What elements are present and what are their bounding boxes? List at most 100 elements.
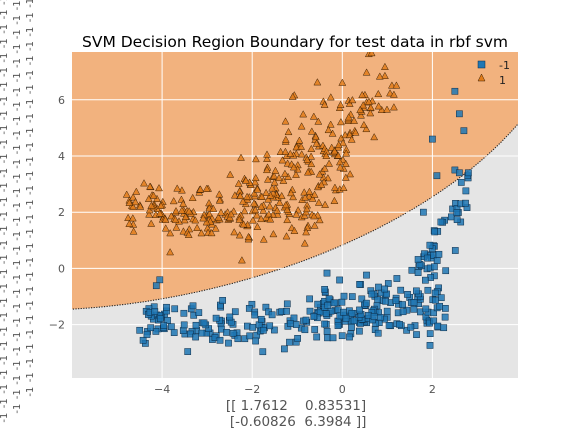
point-class-1: [292, 210, 301, 218]
point-class-1: [301, 193, 310, 201]
point-class-neg1: [338, 332, 346, 340]
edge-repeated-label: -1: [25, 315, 36, 325]
point-class-1: [307, 159, 316, 168]
edge-repeated-label: -1: [12, 58, 23, 68]
edge-repeated-label: -1: [12, 144, 23, 154]
point-class-1: [302, 228, 311, 236]
point-class-1: [307, 144, 316, 152]
point-class-1: [288, 92, 297, 100]
edge-repeated-label: -1: [25, 387, 36, 397]
edge-repeated-label: -1: [0, 125, 10, 135]
edge-repeated-label: -1: [25, 156, 36, 166]
y-tick-label: 0: [58, 262, 65, 275]
point-class-1: [235, 215, 244, 223]
edge-repeated-label: -1: [25, 343, 36, 353]
edge-repeated-label: -1: [12, 231, 23, 241]
point-class-neg1: [271, 326, 278, 334]
edge-repeated-label: -1: [12, 360, 23, 370]
point-class-neg1: [160, 322, 168, 329]
point-class-1: [392, 81, 401, 89]
point-class-1: [179, 199, 188, 207]
edge-repeated-label: -1: [12, 216, 23, 226]
x-axis-label-line-2: [-0.60826 6.3984 ]]: [226, 414, 367, 430]
point-class-1: [209, 204, 218, 212]
legend-marker-neg1: [477, 60, 486, 69]
point-class-neg1: [324, 301, 332, 309]
chart-title: SVM Decision Region Boundary for test da…: [82, 33, 508, 51]
point-class-1: [309, 112, 318, 120]
point-class-neg1: [139, 336, 147, 344]
point-class-1: [217, 208, 225, 216]
edge-repeated-label: -1: [0, 182, 10, 192]
edge-repeated-label: -1: [0, 67, 10, 77]
point-class-1: [314, 198, 323, 206]
point-class-1: [239, 197, 247, 205]
point-class-1: [290, 226, 299, 234]
edge-repeated-label: -1: [0, 341, 10, 351]
point-class-1: [146, 182, 154, 190]
edge-repeated-label: -1: [12, 245, 23, 255]
point-class-1: [284, 127, 293, 136]
point-class-1: [236, 191, 245, 200]
point-class-1: [199, 214, 208, 222]
point-class-1: [156, 201, 165, 209]
point-class-1: [344, 113, 353, 121]
point-class-neg1: [375, 283, 382, 291]
point-class-neg1: [399, 308, 407, 316]
point-class-neg1: [226, 313, 234, 321]
point-class-neg1: [321, 286, 328, 293]
point-class-1: [241, 176, 250, 184]
point-class-1: [310, 212, 318, 220]
point-class-neg1: [426, 241, 434, 249]
point-class-1: [263, 150, 271, 158]
point-class-1: [275, 173, 283, 182]
point-class-1: [252, 211, 261, 219]
point-class-neg1: [408, 266, 416, 274]
edge-repeated-label: -1: [25, 329, 36, 339]
edge-repeated-label: -1: [0, 355, 10, 365]
point-class-1: [149, 191, 158, 199]
point-class-1: [155, 209, 164, 217]
point-class-neg1: [336, 276, 343, 284]
point-class-1: [166, 248, 175, 256]
legend-marker-1: [477, 73, 486, 82]
point-class-neg1: [374, 329, 382, 337]
point-class-neg1: [219, 297, 226, 304]
point-class-1: [362, 124, 371, 133]
point-class-1: [193, 223, 202, 231]
point-class-1: [275, 198, 284, 206]
edge-repeated-label: -1: [12, 0, 23, 10]
point-class-neg1: [431, 228, 438, 236]
point-class-neg1: [260, 326, 267, 334]
point-class-neg1: [302, 316, 310, 324]
edge-repeated-label: -1: [25, 243, 36, 253]
point-class-1: [324, 125, 333, 134]
edge-repeated-label: -1: [25, 127, 36, 137]
point-class-neg1: [414, 256, 422, 263]
point-class-neg1: [281, 345, 288, 353]
point-class-neg1: [370, 313, 378, 320]
point-class-neg1: [314, 300, 322, 308]
point-class-1: [172, 206, 180, 215]
point-class-1: [263, 175, 272, 183]
point-class-1: [322, 151, 331, 159]
point-class-neg1: [152, 282, 160, 290]
point-class-neg1: [342, 314, 350, 322]
point-class-1: [230, 191, 239, 199]
edge-repeated-label: -1: [0, 24, 10, 34]
edge-repeated-label: -1: [12, 346, 23, 356]
point-class-neg1: [283, 307, 290, 315]
point-class-neg1: [170, 329, 178, 336]
point-class-1: [342, 149, 351, 157]
point-class-neg1: [179, 327, 187, 334]
point-class-1: [375, 72, 384, 80]
point-class-1: [257, 202, 266, 210]
point-class-1: [295, 136, 304, 144]
point-class-neg1: [292, 321, 300, 328]
point-class-1: [131, 197, 140, 206]
edge-repeated-label: -1: [12, 101, 23, 111]
point-class-neg1: [329, 334, 337, 342]
edge-repeated-label: -1: [0, 197, 10, 207]
data-points-layer: [122, 52, 472, 356]
